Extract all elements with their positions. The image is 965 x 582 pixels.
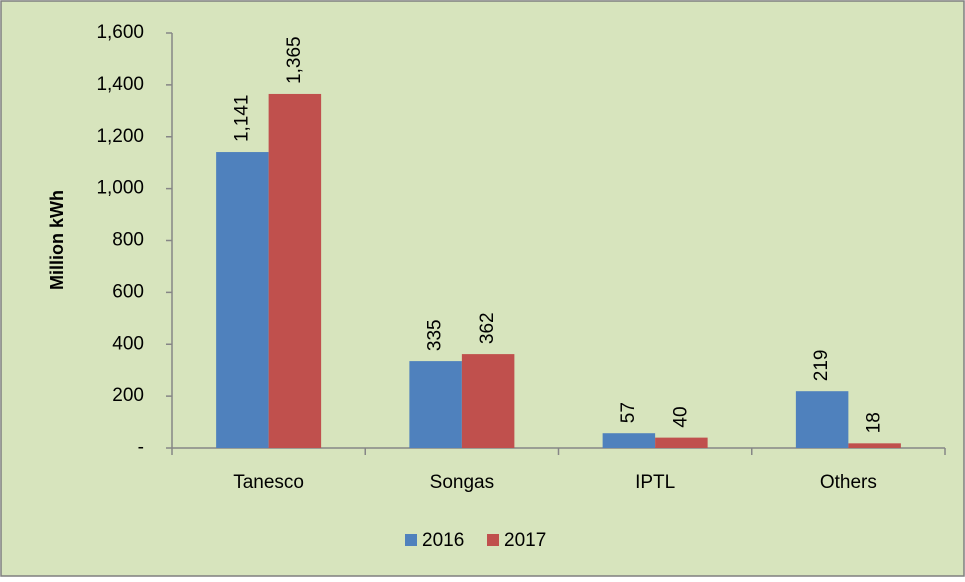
bar (848, 443, 901, 448)
value-label: 219 (811, 349, 832, 381)
y-tick-label: 1,200 (96, 126, 144, 147)
y-tick-label: 800 (112, 230, 144, 251)
bar (602, 433, 656, 448)
value-label: 40 (670, 406, 691, 427)
x-tick-label: IPTL (635, 472, 675, 493)
legend-swatch (487, 534, 499, 546)
y-tick-label: 600 (112, 281, 144, 302)
value-label: 335 (425, 319, 446, 351)
bar (268, 93, 322, 448)
legend-label: 2016 (422, 530, 464, 551)
legend-swatch (405, 534, 417, 546)
y-tick-label: 1,600 (96, 22, 144, 43)
bar (409, 361, 462, 448)
y-tick-label: 200 (112, 385, 144, 406)
value-label: 362 (477, 312, 498, 344)
value-label: 1,141 (231, 95, 252, 143)
y-tick-label: 1,400 (96, 74, 144, 95)
value-label: 57 (618, 402, 639, 423)
bar (655, 437, 708, 448)
y-tick-label: - (138, 437, 144, 458)
bar (795, 391, 849, 448)
y-axis-label: Million kWh (47, 190, 67, 290)
legend-label: 2017 (504, 530, 546, 551)
y-tick-label: 1,000 (96, 178, 144, 199)
y-tick-label: 400 (112, 333, 144, 354)
x-tick-label: Others (820, 472, 877, 493)
bar (461, 354, 515, 448)
bar (216, 152, 269, 448)
x-tick-label: Songas (430, 472, 494, 493)
x-tick-label: Tanesco (233, 472, 304, 493)
value-label: 18 (864, 412, 885, 433)
value-label: 1,365 (284, 36, 305, 84)
